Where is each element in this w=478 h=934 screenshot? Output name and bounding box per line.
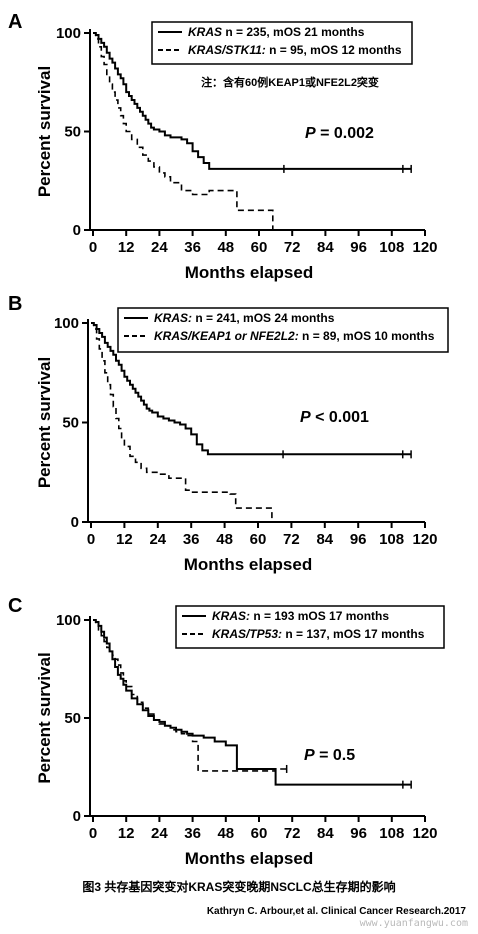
kaplan-meier-panel-a: A 0 50 100 0 12 24 36 48 60 72 84 96 108 120 Months ela… [8,11,438,282]
survival-curve-kras [93,32,412,170]
x-tick-label: 96 [350,825,367,842]
p-symbol: P [305,125,316,142]
legend-box [117,307,449,353]
p-value-label: P = 0.002 [305,125,374,142]
survival-curve-comutation [91,322,273,522]
y-axis-label: Percent survival [35,652,54,783]
legend-entry: KRAS/KEAP1 or NFE2L2: n = 89, mOS 10 mon… [154,329,435,343]
x-tick-label: 84 [316,531,333,548]
y-tick-label: 100 [54,315,79,332]
y-tick-label: 50 [62,415,79,432]
x-tick-label: 36 [183,531,200,548]
x-tick-label: 12 [118,825,135,842]
x-tick-label: 108 [379,531,404,548]
y-tick-label: 0 [73,808,81,825]
site-watermark: www.yuanfangwu.com [359,918,468,929]
x-tick-label: 72 [284,825,301,842]
legend-gene-label: KRAS: [154,311,192,325]
legend-entry: KRAS: n = 241, mOS 24 months [154,311,335,325]
x-tick-label: 0 [89,825,97,842]
legend-stats-label: n = 235, mOS 21 months [222,25,365,39]
legend-stats-label: n = 89, mOS 10 months [299,329,435,343]
x-tick-label: 96 [350,239,367,256]
x-tick-label: 96 [350,531,367,548]
x-tick-label: 0 [87,531,95,548]
legend-stats-label: n = 193 mOS 17 months [250,609,389,623]
x-tick-label: 108 [379,825,404,842]
legend-gene-label: KRAS/STK11: [188,43,266,57]
kaplan-meier-panel-b: B 0 50 100 0 12 24 36 48 60 72 84 96 108 120 Months ela… [8,293,449,574]
x-tick-label: 120 [412,825,437,842]
x-tick-label: 84 [317,239,334,256]
x-axis-label: Months elapsed [184,555,312,574]
x-tick-label: 60 [251,239,268,256]
legend-box [175,605,445,649]
legend-gene-label: KRAS/KEAP1 or NFE2L2: [154,329,299,343]
legend-gene-label: KRAS/TP53: [212,627,282,641]
legend-entry: KRAS n = 235, mOS 21 months [188,25,365,39]
kaplan-meier-panel-c: C 0 50 100 0 12 24 36 48 60 72 84 96 108 120 Months ela… [8,595,445,868]
y-tick-label: 0 [71,514,79,531]
x-tick-label: 108 [379,239,404,256]
x-tick-label: 24 [151,825,168,842]
x-tick-label: 84 [317,825,334,842]
p-value-label: P = 0.5 [304,747,355,764]
p-symbol: P [304,747,315,764]
x-tick-label: 48 [217,239,234,256]
annotation-note: 注：含有60例KEAP1或NFE2L2突变 [201,75,379,89]
panel-label: A [8,11,22,33]
x-tick-label: 24 [149,531,166,548]
y-tick-label: 0 [73,222,81,239]
x-tick-label: 48 [217,825,234,842]
x-tick-label: 72 [283,531,300,548]
p-value-text: = 0.5 [315,747,356,764]
legend-entry: KRAS/STK11: n = 95, mOS 12 months [188,43,402,57]
legend-gene-label: KRAS [188,25,222,39]
source-citation: Kathryn C. Arbour,et al. Clinical Cancer… [206,906,466,917]
survival-curve-comutation [93,32,274,230]
y-tick-label: 100 [56,25,81,42]
x-tick-label: 120 [412,239,437,256]
panel-label: C [8,595,22,617]
p-value-text: < 0.001 [311,409,369,426]
legend-entry: KRAS: n = 193 mOS 17 months [212,609,389,623]
y-tick-label: 50 [64,710,81,727]
x-tick-label: 60 [251,825,268,842]
legend-stats-label: n = 95, mOS 12 months [266,43,402,57]
x-tick-label: 48 [216,531,233,548]
p-value-text: = 0.002 [316,125,374,142]
legend-stats-label: n = 137, mOS 17 months [282,627,425,641]
y-axis-label: Percent survival [35,357,54,488]
survival-curve-kras [91,322,412,456]
y-axis-label: Percent survival [35,66,54,197]
legend-entry: KRAS/TP53: n = 137, mOS 17 months [212,627,425,641]
x-tick-label: 12 [116,531,133,548]
y-tick-label: 50 [64,124,81,141]
p-value-label: P < 0.001 [300,409,369,426]
x-tick-label: 12 [118,239,135,256]
survival-curve-comutation [93,619,287,772]
legend-box [151,21,413,65]
y-tick-label: 100 [56,612,81,629]
x-tick-label: 72 [284,239,301,256]
x-tick-label: 60 [250,531,267,548]
x-tick-label: 120 [412,531,437,548]
p-symbol: P [300,409,311,426]
x-tick-label: 24 [151,239,168,256]
legend-stats-label: n = 241, mOS 24 months [192,311,335,325]
x-axis-label: Months elapsed [185,849,313,868]
legend-gene-label: KRAS: [212,609,250,623]
panel-label: B [8,293,22,315]
figure-caption: 图3 共存基因突变对KRAS突变晚期NSCLC总生存期的影响 [82,880,396,894]
x-tick-label: 36 [184,825,201,842]
x-axis-label: Months elapsed [185,263,313,282]
x-tick-label: 0 [89,239,97,256]
x-tick-label: 36 [184,239,201,256]
